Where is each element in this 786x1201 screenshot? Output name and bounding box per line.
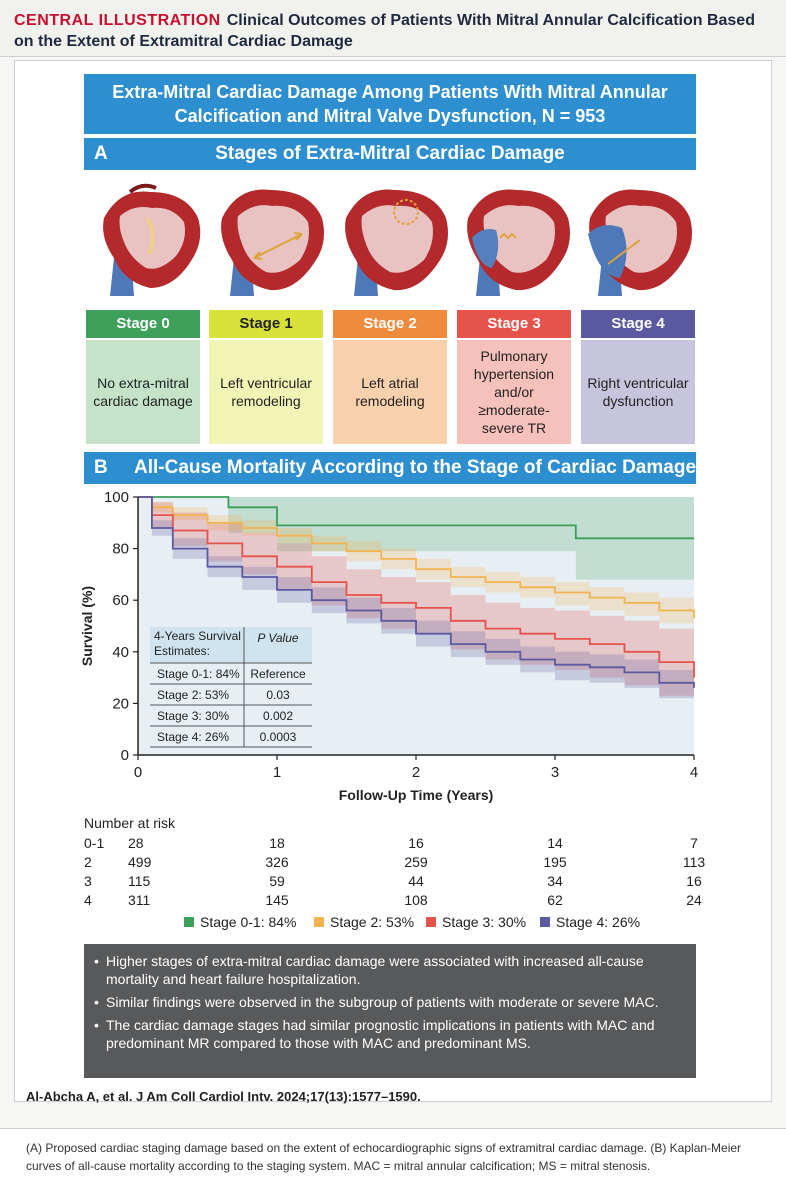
stage-card-1: Stage 1 Left ventricular remodeling: [209, 310, 323, 444]
citation: Al-Abcha A, et al. J Am Coll Cardiol Int…: [26, 1089, 421, 1104]
section-a-letter: A: [94, 143, 108, 164]
legend-swatch: [184, 916, 194, 927]
stage-2-header: Stage 2: [333, 310, 447, 338]
section-b-title: All-Cause Mortality According to the Sta…: [134, 457, 697, 478]
legend-label: Stage 3: 30%: [442, 914, 527, 930]
section-a-banner: A Stages of Extra-Mitral Cardiac Damage: [84, 138, 696, 170]
finding-text: Higher stages of extra-mitral cardiac da…: [106, 953, 644, 987]
chart-legend: Stage 0-1: 84% Stage 2: 53% Stage 3: 30%…: [184, 914, 704, 934]
header-title: Clinical Outcomes of Patients With Mitra…: [14, 12, 755, 50]
heart-stage-3-image: [467, 189, 570, 296]
legend-swatch: [540, 916, 550, 927]
stage-2-description: Left atrial remodeling: [333, 340, 447, 444]
finding-text: The cardiac damage stages had similar pr…: [106, 1017, 655, 1051]
section-b-letter: B: [94, 457, 108, 478]
legend-item-stage-3: Stage 3: 30%: [426, 914, 526, 930]
stage-4-header: Stage 4: [581, 310, 695, 338]
section-a-title: Stages of Extra-Mitral Cardiac Damage: [215, 143, 565, 164]
stage-3-header: Stage 3: [457, 310, 571, 338]
stage-1-header: Stage 1: [209, 310, 323, 338]
stage-0-header: Stage 0: [86, 310, 200, 338]
caption-footer: (A) Proposed cardiac staging damage base…: [0, 1128, 786, 1201]
legend-label: Stage 2: 53%: [330, 914, 415, 930]
legend-item-stage-4: Stage 4: 26%: [540, 914, 640, 930]
legend-item-stage-2: Stage 2: 53%: [314, 914, 414, 930]
legend-item-stage-0-1: Stage 0-1: 84%: [184, 914, 297, 930]
stage-3-description: Pulmonary hypertension and/or ≥moderate-…: [457, 340, 571, 444]
header-title-block: CENTRAL ILLUSTRATION Clinical Outcomes of…: [14, 10, 774, 52]
stage-card-4: Stage 4 Right ventricular dysfunction: [581, 310, 695, 444]
figure-caption: (A) Proposed cardiac staging damage base…: [26, 1141, 742, 1173]
heart-stage-4-image: [588, 189, 692, 296]
finding-item: • Higher stages of extra-mitral cardiac d…: [94, 953, 644, 987]
key-findings-box: • Higher stages of extra-mitral cardiac d…: [84, 944, 696, 1078]
heart-stage-1-image: [221, 189, 324, 296]
stage-card-3: Stage 3 Pulmonary hypertension and/or ≥m…: [457, 310, 571, 444]
heart-stage-0-image: [103, 183, 201, 296]
finding-item: • The cardiac damage stages had similar p…: [94, 1017, 655, 1051]
stage-0-description: No extra-mitral cardiac damage: [86, 340, 200, 444]
stage-1-description: Left ventricular remodeling: [209, 340, 323, 444]
stage-card-2: Stage 2 Left atrial remodeling: [333, 310, 447, 444]
legend-swatch: [314, 916, 324, 927]
finding-item: • Similar findings were observed in the s…: [94, 994, 659, 1010]
main-banner: Extra-Mitral Cardiac Damage Among Patien…: [84, 74, 696, 134]
stage-4-description: Right ventricular dysfunction: [581, 340, 695, 444]
legend-swatch: [426, 916, 436, 927]
heart-stage-2-image: [345, 189, 448, 296]
header-bar: CENTRAL ILLUSTRATION Clinical Outcomes of…: [0, 0, 786, 57]
legend-label: Stage 4: 26%: [556, 914, 641, 930]
stage-card-0: Stage 0 No extra-mitral cardiac damage: [86, 310, 200, 444]
legend-label: Stage 0-1: 84%: [200, 914, 297, 930]
finding-text: Similar findings were observed in the su…: [106, 994, 659, 1010]
section-b-banner: B All-Cause Mortality According to the S…: [84, 452, 696, 484]
central-illustration-tag: CENTRAL ILLUSTRATION: [14, 12, 221, 29]
